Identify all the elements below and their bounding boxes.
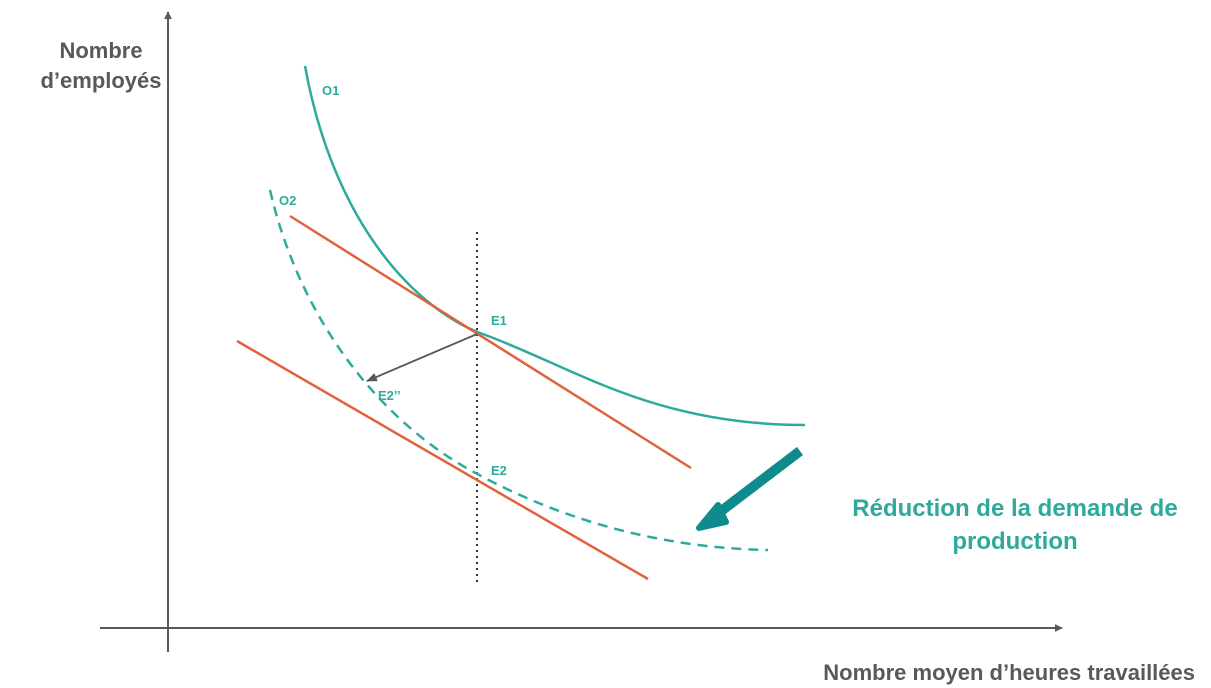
demand-reduction-callout: Réduction de la demande de production (852, 495, 1178, 555)
e1-label: E1 (491, 313, 507, 328)
o2-label: O2 (279, 193, 296, 208)
isocost-line-upper (289, 214, 692, 470)
e2-label: E2 (491, 463, 507, 478)
shift-arrow-shaft (712, 447, 804, 519)
shift-arrow-head (696, 502, 729, 531)
isoquant-o1 (303, 65, 806, 427)
x-axis-title: Nombre moyen d’heures travaillées (823, 660, 1195, 685)
isoquant-o2 (268, 189, 769, 552)
e2-double-prime-label: E2’’ (378, 388, 401, 403)
movement-arrow (365, 333, 478, 382)
isocost-line-lower (236, 339, 649, 581)
o1-label: O1 (322, 83, 339, 98)
y-axis-title: Nombre d’employés (40, 38, 162, 93)
